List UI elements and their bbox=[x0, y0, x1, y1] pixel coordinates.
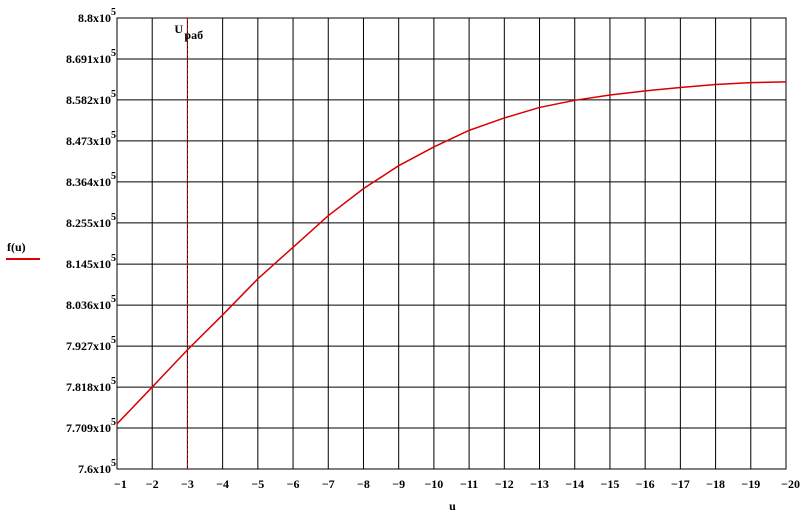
y-tick-exponent: 5 bbox=[111, 7, 116, 18]
y-tick-label: 7.709x10 bbox=[66, 421, 111, 435]
y-tick-exponent: 5 bbox=[111, 48, 116, 59]
y-tick-label: 7.818x10 bbox=[66, 380, 111, 394]
y-tick-exponent: 5 bbox=[111, 171, 116, 182]
x-tick-label: −7 bbox=[322, 477, 335, 491]
y-tick-exponent: 5 bbox=[111, 458, 116, 469]
y-tick-label: 8.582x10 bbox=[66, 93, 111, 107]
legend-swatch bbox=[6, 258, 40, 260]
plot-frame bbox=[116, 17, 787, 470]
y-tick-exponent: 5 bbox=[111, 294, 116, 305]
y-tick-label: 7.6x10 bbox=[78, 462, 111, 476]
x-tick-label: −13 bbox=[530, 477, 549, 491]
y-tick-exponent: 5 bbox=[111, 130, 116, 141]
x-tick-label: −16 bbox=[636, 477, 655, 491]
y-tick-exponent: 5 bbox=[111, 335, 116, 346]
x-tick-label: −9 bbox=[392, 477, 405, 491]
x-tick-label: −2 bbox=[146, 477, 159, 491]
y-tick-exponent: 5 bbox=[111, 212, 116, 223]
x-tick-label: −5 bbox=[251, 477, 264, 491]
x-tick-label: −3 bbox=[181, 477, 194, 491]
y-tick-label: 8.691x10 bbox=[66, 52, 111, 66]
y-tick-label: 8.8x10 bbox=[78, 11, 111, 25]
y-tick-exponent: 5 bbox=[111, 253, 116, 264]
reference-label-subscript: раб bbox=[184, 28, 203, 42]
y-axis-label: f(u) bbox=[7, 240, 26, 254]
y-axis-ticks: 7.6x10 57.709x10 57.818x10 57.927x10 58.036x… bbox=[66, 7, 116, 476]
y-tick-label: 8.473x10 bbox=[66, 134, 111, 148]
x-tick-label: −19 bbox=[741, 477, 760, 491]
x-tick-label: −8 bbox=[357, 477, 370, 491]
x-tick-label: −4 bbox=[216, 477, 229, 491]
y-tick-label: 8.145x10 bbox=[66, 257, 111, 271]
x-tick-label: −14 bbox=[565, 477, 584, 491]
y-tick-label: 8.364x10 bbox=[66, 175, 111, 189]
x-axis-ticks: −1 −2 −3 −4 −5 −6 −7 −8 −9 −10 −11 −12 −13 −14 −15 −16 −… bbox=[114, 477, 800, 491]
x-tick-label: −6 bbox=[287, 477, 300, 491]
y-tick-label: 7.927x10 bbox=[66, 339, 111, 353]
y-tick-exponent: 5 bbox=[111, 417, 116, 428]
x-tick-label: −18 bbox=[706, 477, 725, 491]
x-tick-label: −17 bbox=[671, 477, 690, 491]
series-group bbox=[116, 81, 787, 425]
y-tick-label: 8.255x10 bbox=[66, 216, 111, 230]
x-tick-label: −1 bbox=[114, 477, 127, 491]
x-tick-label: −11 bbox=[460, 477, 478, 491]
series-line bbox=[116, 81, 787, 425]
y-tick-exponent: 5 bbox=[111, 89, 116, 100]
reference-label: U bbox=[174, 22, 183, 36]
x-tick-label: −12 bbox=[495, 477, 514, 491]
y-tick-label: 8.036x10 bbox=[66, 298, 111, 312]
y-tick-exponent: 5 bbox=[111, 376, 116, 387]
x-tick-label: −10 bbox=[424, 477, 443, 491]
x-tick-label: −15 bbox=[601, 477, 620, 491]
x-tick-label: −20 bbox=[781, 477, 800, 491]
grid bbox=[116, 17, 787, 470]
x-axis-label: u bbox=[449, 499, 456, 513]
